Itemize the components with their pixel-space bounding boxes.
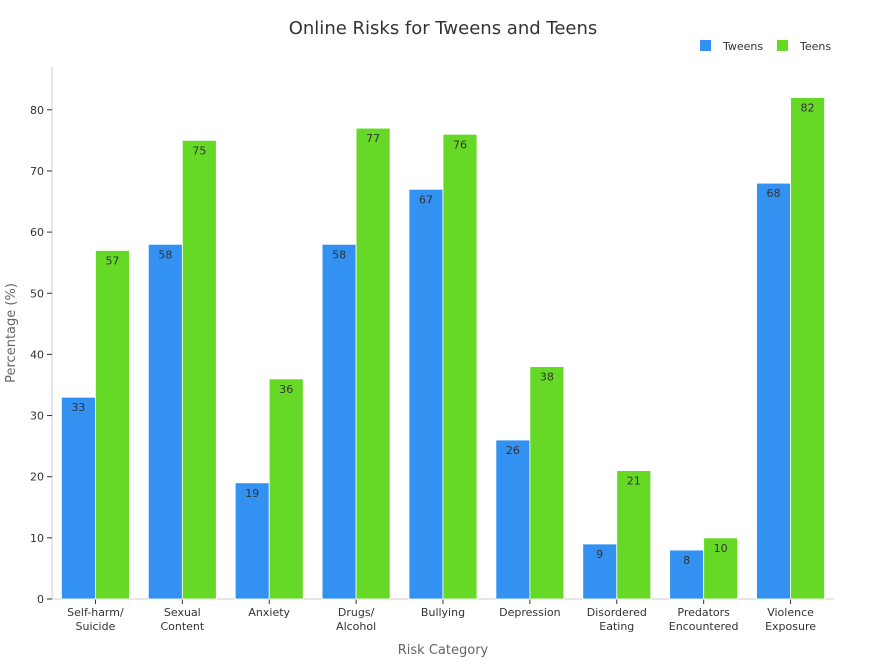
y-tick-label: 50 [30,287,44,300]
x-tick-label: Disordered Eating [587,606,647,633]
y-tick-label: 0 [37,593,44,606]
y-tick-label: 80 [30,104,44,117]
bar-teens [181,139,217,600]
y-axis: 0 10 20 30 40 50 60 70 80 [30,67,53,606]
x-axis-label: Risk Category [398,643,489,658]
bar-value-label: 38 [540,371,554,384]
bar-value-label: 8 [683,554,690,567]
bar-tweens [408,188,444,600]
bar-value-label: 10 [714,542,728,555]
y-tick-label: 60 [30,226,44,239]
bar-value-label: 77 [366,132,380,145]
bar-value-label: 57 [105,254,119,267]
bar-tweens [669,549,705,600]
y-tick-label: 70 [30,165,44,178]
x-tick-label: Drugs/Alcohol [336,606,376,633]
y-tick-label: 10 [30,532,44,545]
bar-value-label: 68 [767,187,781,200]
bar-teens [616,470,652,600]
bar-teens [95,250,130,600]
bar-value-label: 75 [192,144,206,157]
bar-tweens [582,543,618,600]
bar-tweens [495,439,531,600]
bar-value-label: 36 [279,383,293,396]
legend-label: Teens [799,40,831,53]
legend-label: Tweens [722,40,763,53]
x-tick-label: Predators Encountered [669,606,739,633]
bar-tweens [756,182,791,600]
y-tick-label: 20 [30,471,44,484]
x-tick-label: Anxiety [248,606,290,619]
x-tick-label: Depression [499,606,561,619]
bar-value-label: 58 [158,248,172,261]
bar-tweens [61,396,96,600]
bar-value-label: 9 [596,548,603,561]
bar-teens [529,366,565,600]
bar-teens [268,378,304,600]
bar-value-label: 58 [332,248,346,261]
bar-value-label: 26 [506,444,520,457]
bars: 33 57 58 75 19 36 58 77 67 76 26 38 9 21 8 10 68 82 [61,97,825,600]
legend-swatch [700,40,711,51]
y-axis-label: Percentage (%) [4,283,19,383]
x-tick-label: Violence Exposure [765,606,816,633]
y-tick-label: 30 [30,410,44,423]
bar-value-label: 33 [71,401,85,414]
chart-title: Online Risks for Tweens and Teens [289,18,598,39]
bar-tweens [321,243,357,600]
x-tick-label: Bullying [421,606,465,619]
x-axis: Self-harm/Suicide Sexual Content Anxiety Dru… [52,598,834,633]
bar-teens [790,97,825,600]
bar-teens [703,537,739,600]
legend-swatch [777,40,788,51]
bar-tweens [147,243,183,600]
bar-value-label: 21 [627,475,641,488]
bar-tweens [234,482,270,600]
bar-teens [355,127,391,600]
legend: Tweens Teens [700,40,831,53]
bar-value-label: 82 [801,102,815,115]
bar-value-label: 19 [245,487,259,500]
x-tick-label: Self-harm/Suicide [67,606,124,633]
bar-value-label: 67 [419,193,433,206]
x-tick-label: Sexual Content [160,606,204,633]
bar-teens [442,133,478,600]
y-tick-label: 40 [30,348,44,361]
bar-value-label: 76 [453,138,467,151]
